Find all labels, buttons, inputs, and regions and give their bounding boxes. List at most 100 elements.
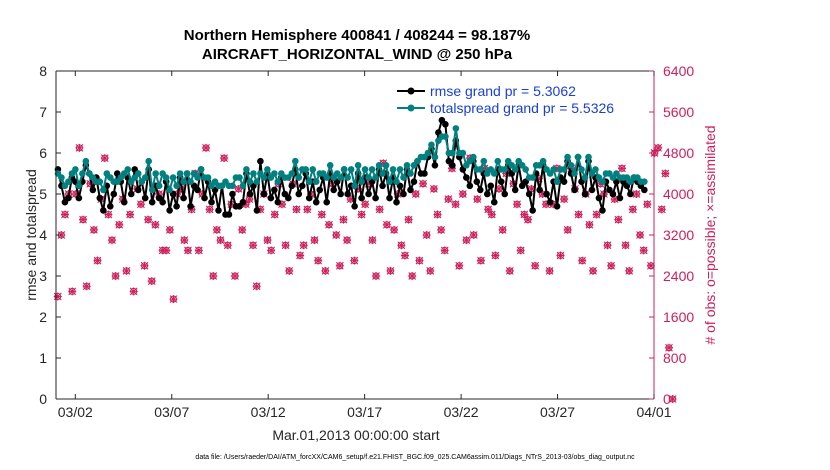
totalspread-point (393, 178, 400, 185)
obs-assimilated-marker (531, 261, 540, 270)
legend-rmse-marker (407, 87, 415, 95)
rmse-point (529, 207, 536, 214)
totalspread-point (599, 178, 606, 185)
obs-assimilated-marker (223, 241, 232, 250)
obs-point (654, 143, 663, 152)
obs-point (335, 261, 344, 270)
rmse-point (201, 194, 208, 202)
x-tick-label: 03/22 (444, 404, 479, 420)
obs-assimilated-marker (357, 210, 366, 219)
obs-assimilated-marker (534, 174, 543, 183)
obs-assimilated-marker (107, 236, 116, 245)
rmse-point (166, 207, 173, 214)
rmse-point (246, 190, 254, 198)
rmse-point (225, 211, 233, 218)
obs-point (639, 246, 648, 255)
obs-point (230, 272, 239, 280)
y2-tick-label: 0 (663, 391, 671, 407)
y-tick-label: 5 (39, 186, 47, 202)
totalspread-point (581, 174, 589, 181)
obs-assimilated-marker (68, 287, 77, 296)
totalspread-point (344, 174, 351, 181)
obs-assimilated-marker (202, 143, 211, 152)
rmse-point (134, 186, 142, 194)
obs-assimilated-marker (57, 231, 66, 239)
rmse-point (337, 190, 344, 198)
obs-assimilated-marker (82, 282, 91, 291)
obs-point (314, 256, 323, 265)
obs-point (194, 246, 203, 255)
obs-assimilated-marker (545, 266, 554, 275)
obs-assimilated-marker (165, 225, 174, 234)
obs-assimilated-marker (180, 236, 189, 245)
obs-assimilated-marker (346, 195, 355, 204)
rmse-point (75, 194, 83, 202)
totalspread-point (400, 174, 407, 181)
y2-tick-label: 2400 (663, 268, 694, 284)
obs-assimilated-marker (53, 292, 62, 301)
obs-point (350, 256, 359, 265)
y-tick-label: 3 (39, 268, 47, 284)
totalspread-point (274, 178, 282, 185)
totalspread-point (368, 166, 376, 173)
rmse-point (110, 190, 118, 198)
rmse-point (127, 190, 135, 198)
rmse-point (473, 178, 481, 185)
rmse-point (285, 194, 292, 202)
totalspread-point (264, 166, 271, 173)
obs-point (93, 256, 102, 265)
obs-assimilated-marker (122, 266, 131, 275)
totalspread-point (79, 170, 86, 177)
rmse-point (344, 190, 351, 198)
obs-assimilated-marker (314, 256, 323, 265)
obs-assimilated-marker (321, 266, 330, 275)
obs-assimilated-marker (375, 205, 384, 214)
totalspread-point (428, 141, 435, 149)
y-tick-label: 4 (39, 227, 47, 243)
totalspread-point (169, 174, 177, 181)
obs-assimilated-marker (325, 220, 334, 229)
obs-point (520, 210, 529, 219)
rmse-point (330, 186, 337, 194)
totalspread-point (309, 166, 317, 173)
rmse-point (421, 170, 428, 177)
obs-point (661, 169, 670, 178)
obs-assimilated-marker (144, 215, 153, 224)
obs-point (220, 154, 229, 163)
obs-point (162, 246, 171, 255)
rmse-point (148, 198, 156, 206)
obs-assimilated-marker (523, 215, 532, 224)
totalspread-point (452, 125, 460, 132)
obs-assimilated-marker (270, 210, 279, 219)
obs-point (523, 215, 532, 224)
totalspread-point (183, 170, 191, 177)
obs-assimilated-marker (292, 205, 301, 214)
obs-point (140, 261, 149, 270)
obs-point (285, 266, 294, 275)
rmse-point (312, 198, 320, 206)
obs-point (664, 343, 673, 352)
rmse-point (525, 190, 533, 198)
obs-point (643, 200, 652, 209)
totalspread-point (592, 166, 599, 173)
y2-tick-label: 1600 (663, 309, 694, 325)
obs-point (592, 210, 601, 219)
y2-tick-label: 5600 (663, 104, 694, 120)
rmse-point (400, 190, 407, 198)
totalspread-point (550, 166, 557, 173)
rmse-point (442, 121, 449, 128)
obs-assimilated-marker (241, 200, 250, 209)
rmse-point (463, 174, 470, 181)
obs-assimilated-marker (646, 261, 655, 270)
totalspread-point (145, 157, 152, 165)
obs-assimilated-marker (281, 241, 290, 250)
obs-assimilated-marker (628, 205, 637, 214)
totalspread-point (365, 174, 372, 181)
rmse-point (159, 198, 166, 206)
rmse-point (351, 203, 358, 210)
rmse-point (595, 194, 603, 202)
obs-point (603, 241, 612, 250)
rmse-point (305, 194, 313, 202)
rmse-point (641, 186, 648, 194)
y2-tick-label: 3200 (663, 227, 694, 243)
